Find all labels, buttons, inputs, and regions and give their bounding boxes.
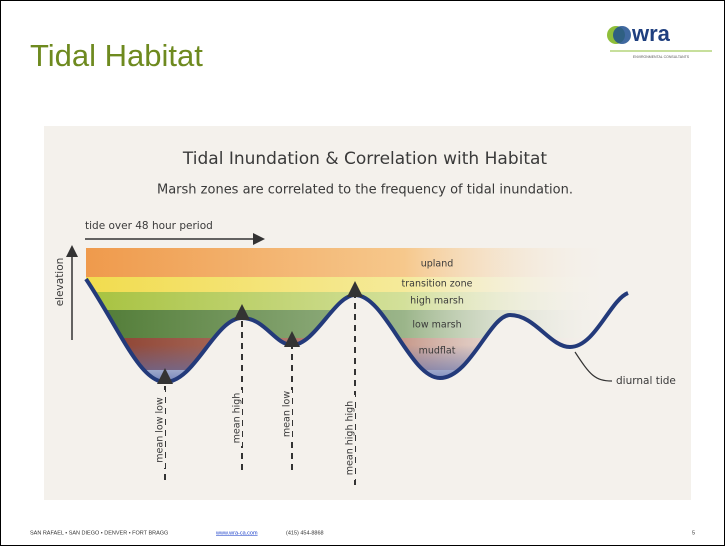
zone-label: upland xyxy=(421,259,454,270)
zone-label: transition zone xyxy=(402,279,473,290)
slide: Tidal Habitat wra ENVIRONMENTAL CONSULTA… xyxy=(0,0,725,546)
time-label: tide over 48 hour period xyxy=(85,220,213,232)
zone-label: low marsh xyxy=(412,320,461,331)
slide-title: Tidal Habitat xyxy=(30,38,203,73)
zone-label: high marsh xyxy=(410,296,464,307)
page-number: 5 xyxy=(692,530,695,536)
page: {"header": {"title": "Tidal Habitat", "l… xyxy=(0,0,725,546)
footer-link[interactable]: www.wra-ca.com xyxy=(215,530,258,536)
level-label: mean low xyxy=(282,391,293,437)
zone-label: mudflat xyxy=(419,346,456,357)
footer-offices: SAN RAFAEL • SAN DIEGO • DENVER • FORT B… xyxy=(30,530,168,536)
tide-label: diurnal tide xyxy=(616,375,676,387)
level-label: mean high high xyxy=(345,401,356,475)
diagram-subtitle: Marsh zones are correlated to the freque… xyxy=(157,183,573,198)
zone-band xyxy=(86,248,616,277)
level-label: mean low low xyxy=(155,397,166,463)
axis-label: elevation xyxy=(54,258,66,307)
zone-band xyxy=(86,277,616,292)
logo-tagline: ENVIRONMENTAL CONSULTANTS xyxy=(633,55,690,59)
logo-text: wra xyxy=(631,21,671,46)
diagram-title: Tidal Inundation & Correlation with Habi… xyxy=(182,149,548,169)
level-label: mean high xyxy=(232,393,243,444)
footer-phone: (415) 454-8868 xyxy=(286,530,324,536)
